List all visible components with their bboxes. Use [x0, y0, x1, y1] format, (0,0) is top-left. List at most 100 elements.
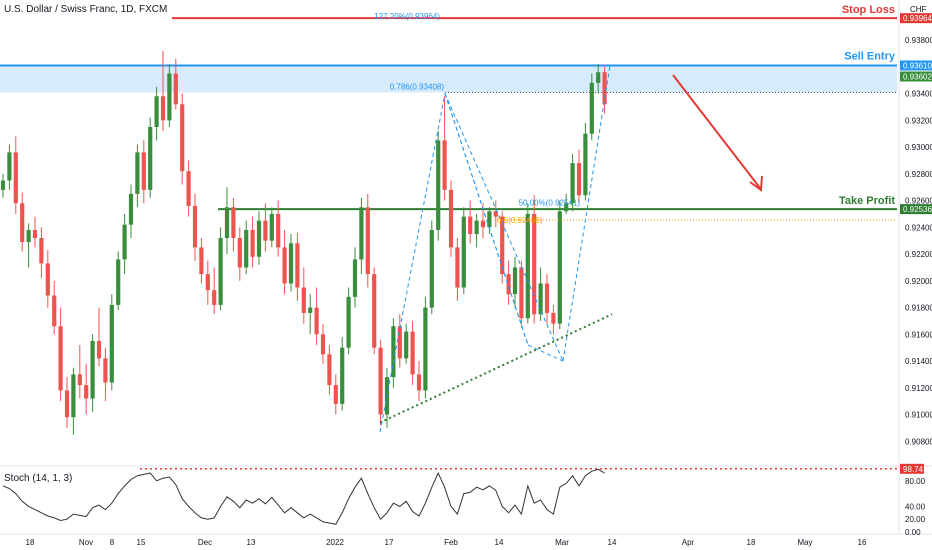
candle-down: [480, 220, 486, 228]
candle-up: [461, 216, 466, 288]
price-tick-label: 0.92000: [905, 277, 932, 286]
time-tick-label: Apr: [682, 538, 695, 547]
candle-up: [487, 211, 492, 228]
candle-down: [39, 238, 44, 264]
candle-up: [116, 259, 121, 305]
sell-entry-label: Sell Entry: [844, 51, 896, 63]
price-tick-label: 0.93400: [905, 90, 932, 99]
time-tick-label: 18: [26, 538, 35, 547]
candle-up: [148, 127, 153, 190]
price-tick-label: 0.92800: [905, 170, 932, 179]
time-tick-label: Mar: [555, 538, 569, 547]
candle-up: [340, 347, 345, 404]
candle-up: [269, 213, 274, 241]
stoch-tick-label: 40.00: [905, 502, 926, 511]
stoch-line: [2, 468, 605, 525]
price-tick-label: 0.92600: [905, 197, 932, 206]
pattern-leg: [527, 344, 564, 362]
candle-down: [500, 216, 505, 275]
candle-up: [474, 220, 479, 234]
time-tick-label: 17: [385, 538, 394, 547]
candle-down: [493, 211, 498, 217]
candle-down: [314, 307, 319, 335]
candle-up: [256, 220, 262, 257]
price-tick-label: 0.91600: [905, 330, 932, 339]
candle-down: [237, 238, 242, 268]
candle-up: [244, 229, 249, 268]
time-tick-label: Dec: [198, 538, 212, 547]
candle-up: [538, 283, 543, 315]
stoch-title: Stoch (14, 1, 3): [4, 473, 73, 484]
candle-down: [103, 358, 108, 383]
candle-down: [231, 207, 236, 239]
candle-up: [512, 267, 518, 295]
currency-label: CHF: [910, 5, 927, 14]
time-tick-label: May: [797, 538, 812, 547]
candle-down: [32, 229, 38, 239]
candle-down: [320, 334, 326, 355]
time-tick-label: 14: [608, 538, 617, 547]
time-tick-label: 13: [247, 538, 256, 547]
price-tick-label: 0.91800: [905, 304, 932, 313]
candle-down: [301, 287, 306, 313]
candle-up: [288, 243, 294, 284]
stop-loss-price-box: [900, 13, 932, 24]
price-tick-label: 0.93000: [905, 143, 932, 152]
candle-down: [276, 213, 281, 248]
candle-up: [596, 72, 601, 83]
sell-entry-price-box: [900, 60, 932, 71]
support-trendline: [379, 313, 613, 424]
candle-up: [436, 140, 441, 230]
candle-down: [397, 326, 402, 359]
candle-down: [263, 220, 268, 241]
time-tick-label: 14: [495, 538, 504, 547]
candle-down: [45, 263, 50, 296]
pattern-leg: [379, 93, 446, 433]
stop-loss-price-text: 0.93964: [903, 14, 932, 23]
candle-up: [122, 224, 127, 260]
candle-down: [192, 205, 198, 248]
candle-down: [96, 340, 102, 359]
candle-up: [0, 180, 6, 190]
candle-up: [583, 133, 588, 196]
candle-down: [295, 243, 300, 288]
price-tick-label: 0.93800: [905, 36, 932, 45]
candle-down: [199, 247, 204, 275]
candle-down: [532, 213, 537, 315]
time-tick-label: 2022: [326, 538, 344, 547]
price-tick-label: 0.91200: [905, 384, 932, 393]
price-tick-label: 0.91000: [905, 411, 932, 420]
time-tick-label: Feb: [444, 538, 458, 547]
candle-up: [564, 203, 569, 212]
price-tick-label: 0.92400: [905, 223, 932, 232]
candle-down: [378, 347, 383, 415]
take-profit-price-box: [900, 204, 932, 215]
price-tick-label: 0.93200: [905, 116, 932, 125]
time-tick-label: 15: [137, 538, 146, 547]
candle-up: [352, 259, 358, 297]
candle-down: [410, 331, 415, 375]
chart-title: U.S. Dollar / Swiss Franc, 1D, FXCM: [4, 4, 168, 15]
candle-down: [160, 96, 166, 121]
candle-up: [218, 238, 223, 305]
stop-loss-label: Stop Loss: [842, 4, 895, 16]
time-tick-label: 8: [110, 538, 115, 547]
candle-up: [423, 307, 428, 391]
candle-up: [135, 152, 140, 194]
candle-down: [13, 152, 18, 204]
candle-down: [506, 274, 511, 295]
candle-down: [64, 390, 70, 418]
candle-down: [282, 247, 287, 284]
candle-down: [544, 283, 550, 313]
candle-up: [525, 213, 530, 319]
stoch-tick-label: 80.00: [905, 477, 926, 486]
candle-down: [327, 354, 332, 386]
candle-down: [212, 290, 217, 305]
stoch-tick-label: 0.00: [905, 528, 921, 537]
fib-0786-label: 0.786(0.93408): [390, 83, 445, 92]
candle-up: [224, 207, 230, 239]
candle-down: [602, 72, 607, 105]
candle-down: [365, 207, 370, 275]
